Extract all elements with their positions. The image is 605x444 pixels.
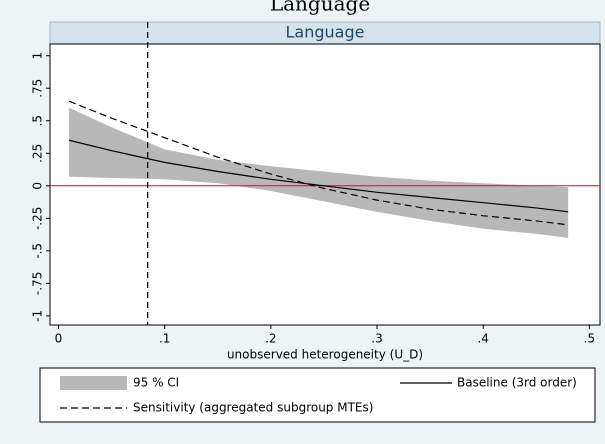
y-tick-label: -.75	[31, 272, 45, 295]
x-axis-label: unobserved heterogeneity (U_D)	[227, 348, 423, 362]
legend-swatch	[60, 376, 127, 390]
y-tick-label: 0	[31, 182, 45, 190]
x-tick-label: .3	[371, 332, 382, 346]
y-tick-label: .25	[31, 144, 45, 163]
y-tick-label: .5	[31, 115, 45, 126]
y-tick-label: -1	[31, 310, 45, 322]
x-tick-label: .2	[265, 332, 276, 346]
series-line	[68, 100, 569, 226]
x-tick-label: .5	[584, 332, 595, 346]
legend-label: Baseline (3rd order)	[457, 376, 577, 390]
series-line	[68, 139, 569, 213]
legend-label: Sensitivity (aggregated subgroup MTEs)	[133, 401, 373, 415]
chart-title: Language	[270, 0, 370, 16]
x-tick-label: .1	[159, 332, 170, 346]
y-tick-label: .75	[31, 79, 45, 98]
y-tick-label: -.25	[31, 207, 45, 230]
x-tick-label: 0	[55, 332, 63, 346]
y-tick-label: 1	[31, 52, 45, 60]
x-tick-label: .4	[477, 332, 488, 346]
legend	[39, 367, 596, 423]
y-tick-label: -.5	[31, 243, 45, 259]
subtitle: Language	[286, 23, 365, 42]
ci-band	[69, 107, 569, 238]
legend-label: 95 % CI	[133, 376, 179, 390]
